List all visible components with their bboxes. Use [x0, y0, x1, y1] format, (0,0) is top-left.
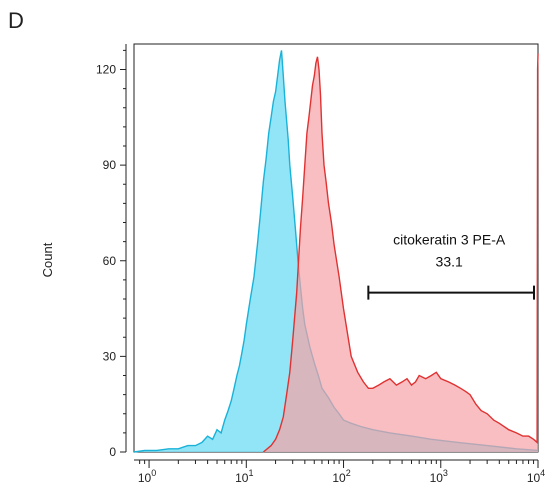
y-tick-label-0: 0	[109, 445, 116, 459]
x-tick-label-4: 104	[527, 468, 545, 485]
x-tick-label-0: 100	[138, 468, 156, 485]
x-tick-label-1: 101	[235, 468, 253, 485]
y-tick-label-1: 30	[103, 349, 117, 363]
x-tick-label-3: 103	[430, 468, 448, 485]
series-1-area	[263, 53, 538, 452]
y-axis-label: Count	[40, 242, 55, 277]
y-tick-label-2: 60	[103, 254, 117, 268]
y-tick-label-4: 120	[96, 63, 116, 77]
y-tick-label-3: 90	[103, 158, 117, 172]
gate-name-label: citokeratin 3 PE-A	[393, 232, 506, 248]
x-tick-label-2: 102	[332, 468, 350, 485]
panel-letter: D	[8, 8, 24, 33]
gate-percentage-label: 33.1	[436, 254, 463, 270]
series-1-line	[262, 53, 539, 453]
